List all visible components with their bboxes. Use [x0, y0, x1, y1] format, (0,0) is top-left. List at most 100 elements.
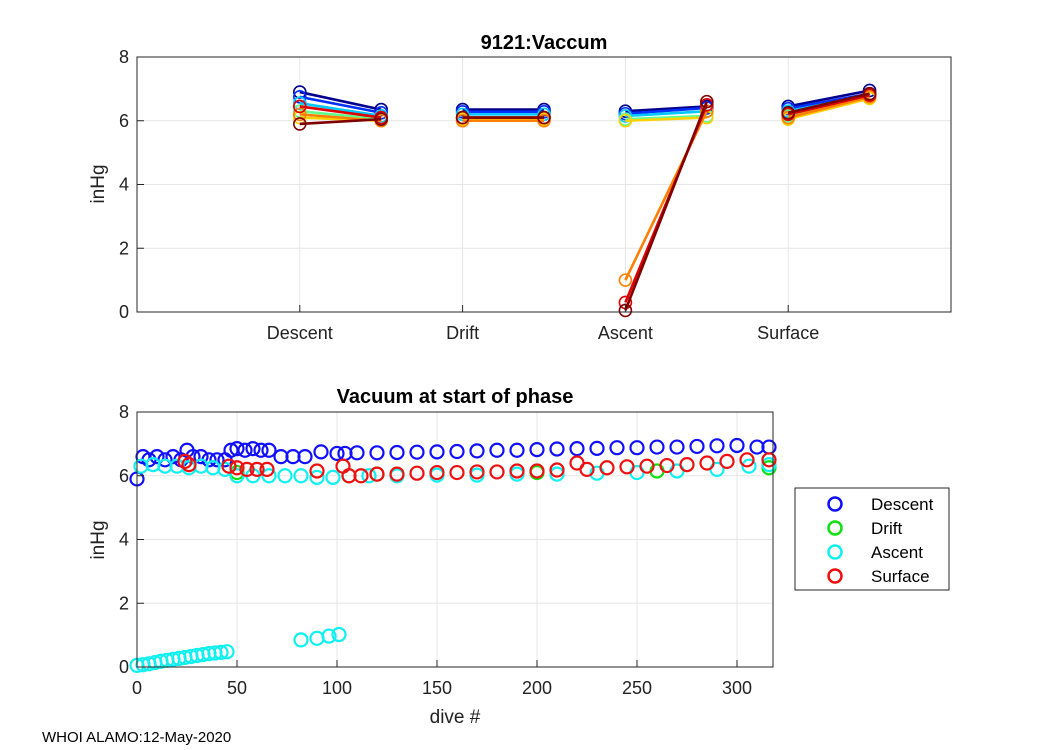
top-ytick-label: 4 [119, 175, 129, 195]
top-series-segment [787, 92, 870, 115]
top-series-segment [625, 109, 707, 118]
bottom-point-surface [679, 456, 695, 473]
top-chart-title: 9121:Vaccum [481, 32, 608, 54]
bottom-point-descent [689, 438, 705, 455]
legend-label-descent: Descent [871, 495, 934, 514]
top-series-point [618, 303, 633, 318]
bottom-point-ascent [549, 466, 565, 482]
top-series-segment [299, 109, 382, 121]
bottom-chart-series [129, 437, 777, 674]
legend-marker-descent [827, 496, 843, 512]
top-series-point [781, 105, 796, 120]
bottom-point-surface [429, 464, 445, 481]
bottom-point-surface [639, 458, 655, 474]
top-series-segment [624, 101, 709, 311]
bottom-point-descent [449, 443, 465, 460]
bottom-point-surface [389, 466, 405, 482]
bottom-xtick-label: 200 [522, 678, 552, 698]
bottom-chart-title: Vacuum at start of phase [337, 386, 574, 408]
bottom-point-descent [209, 452, 225, 468]
bottom-xtick-label: 300 [722, 678, 752, 698]
bottom-point-surface [369, 466, 385, 482]
bottom-point-descent [297, 449, 313, 465]
bottom-point-descent [709, 438, 725, 454]
footer-timestamp: WHOI ALAMO:12-May-2020 [42, 729, 231, 746]
bottom-point-descent [245, 441, 261, 457]
bottom-point-ascent [277, 468, 293, 484]
bottom-ytick-label: 8 [119, 402, 129, 422]
top-ytick-label: 6 [119, 111, 129, 131]
bottom-point-ascent [321, 628, 337, 644]
legend-marker-ascent [827, 544, 843, 560]
bottom-point-descent [589, 440, 605, 456]
bottom-point-surface [353, 468, 369, 484]
bottom-point-descent [509, 442, 525, 458]
bottom-point-surface [619, 459, 635, 475]
bottom-point-surface [719, 453, 735, 470]
bottom-point-descent [549, 441, 565, 457]
top-chart: 0 2 4 6 8 Descent Drift Ascent Surface 9121:Vacc… [88, 32, 952, 343]
bottom-xtick-label: 100 [322, 678, 352, 698]
top-series-segment [299, 117, 382, 126]
bottom-point-descent [193, 449, 209, 465]
bottom-point-surface [509, 463, 525, 479]
top-series-point [292, 90, 307, 104]
bottom-point-descent [429, 444, 445, 460]
legend-label-surface: Surface [871, 567, 930, 586]
legend-marker-drift [827, 520, 843, 536]
top-series-point [618, 273, 633, 287]
bottom-series-descent [129, 437, 777, 487]
top-chart-series [292, 83, 877, 318]
bottom-ytick-label: 4 [119, 530, 129, 550]
bottom-point-descent [409, 444, 425, 460]
bottom-point-surface [221, 458, 237, 474]
bottom-point-descent [729, 437, 745, 454]
top-series-segment [787, 89, 870, 108]
top-series-segment [299, 95, 382, 115]
top-series-segment [299, 105, 382, 119]
bottom-point-descent [349, 445, 365, 461]
bottom-point-surface [659, 457, 675, 474]
bottom-point-descent [369, 445, 385, 461]
bottom-point-ascent [325, 469, 341, 485]
top-xtick-label: Drift [446, 323, 479, 343]
top-chart-ticks: 0 2 4 6 8 Descent Drift Ascent Surface [119, 47, 819, 343]
top-series-point [537, 110, 551, 125]
bottom-point-surface [249, 461, 265, 477]
bottom-point-surface [579, 461, 595, 477]
bottom-point-ascent [741, 458, 757, 474]
bottom-point-ascent [261, 468, 277, 484]
bottom-point-surface [229, 460, 245, 476]
bottom-xtick-label: 50 [227, 678, 247, 698]
bottom-xtick-label: 0 [132, 678, 142, 698]
top-series-point [862, 86, 877, 101]
bottom-point-descent [489, 442, 505, 458]
bottom-point-ascent [219, 644, 235, 660]
bottom-point-ascent [361, 468, 377, 484]
bottom-point-descent [609, 440, 625, 456]
bottom-point-descent [229, 441, 245, 457]
bottom-point-surface [239, 461, 255, 477]
top-series-segment [625, 114, 707, 121]
top-xtick-label: Ascent [598, 323, 653, 343]
top-series-segment [787, 95, 870, 119]
bottom-point-descent [329, 445, 345, 462]
bottom-point-surface [177, 453, 193, 470]
bottom-point-ascent [761, 456, 777, 473]
legend-label-drift: Drift [871, 519, 902, 538]
top-series-segment [787, 97, 870, 121]
bottom-point-surface [409, 465, 425, 481]
bottom-series-surface [177, 452, 777, 484]
bottom-xtick-label: 150 [422, 678, 452, 698]
top-series-point [292, 117, 307, 131]
bottom-point-descent [629, 440, 645, 456]
top-chart-ylabel: inHg [88, 164, 109, 203]
top-series-segment [787, 93, 870, 116]
top-series-point [455, 110, 470, 125]
bottom-ytick-label: 6 [119, 466, 129, 486]
top-xtick-label: Descent [267, 323, 333, 343]
bottom-point-descent [261, 442, 277, 458]
top-ytick-label: 0 [119, 302, 129, 322]
bottom-point-surface [309, 463, 325, 479]
